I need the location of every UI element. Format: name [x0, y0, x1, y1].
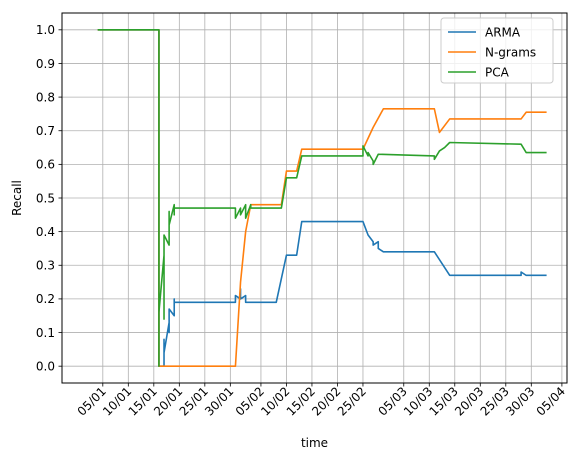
- y-tick-label: 0.5: [36, 191, 55, 205]
- y-tick-label: 0.4: [36, 225, 55, 239]
- legend: ARMA N-grams PCA: [440, 17, 554, 84]
- y-tick-label: 0.8: [36, 90, 55, 104]
- legend-label: PCA: [485, 65, 510, 79]
- series-line-pca: [97, 29, 547, 367]
- legend-box: [440, 17, 554, 84]
- legend-label: N-grams: [485, 45, 536, 59]
- y-tick-label: 0.9: [36, 57, 55, 71]
- series-line-n-grams: [97, 29, 547, 367]
- legend-label: ARMA: [485, 25, 521, 39]
- x-axis-label: time: [301, 436, 328, 450]
- series-line-arma: [97, 29, 547, 367]
- y-tick-label: 0.6: [36, 158, 55, 172]
- y-tick-label: 0.3: [36, 259, 55, 273]
- y-tick-label: 0.0: [36, 359, 55, 373]
- series-lines: [97, 29, 547, 367]
- y-tick-label: 1.0: [36, 23, 55, 37]
- y-tick-label: 0.7: [36, 124, 55, 138]
- y-tick-label: 0.2: [36, 292, 55, 306]
- y-tick-label: 0.1: [36, 326, 55, 340]
- y-axis-label: Recall: [10, 180, 24, 216]
